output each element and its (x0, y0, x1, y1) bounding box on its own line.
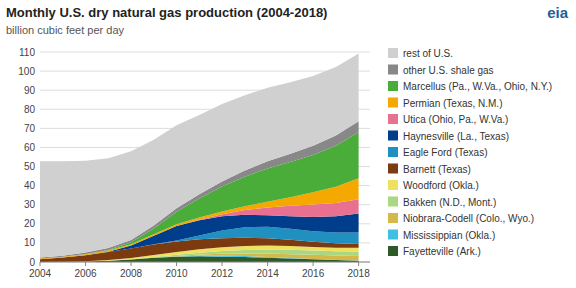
x-tick (313, 262, 314, 266)
legend-entry: rest of U.S. (403, 48, 453, 59)
legend-entry: Woodford (Okla.) (403, 180, 479, 191)
x-tick-label: 2006 (74, 268, 97, 279)
legend-swatch (388, 164, 398, 174)
x-tick-label: 2014 (256, 268, 279, 279)
legend-swatch (388, 197, 398, 207)
legend-entry: Barnett (Texas) (403, 164, 471, 175)
grid-line (40, 71, 370, 72)
legend-swatch (388, 48, 398, 58)
x-tick (176, 262, 177, 266)
x-tick-label: 2016 (302, 268, 325, 279)
legend-swatch (388, 65, 398, 75)
y-tick-label: 30 (24, 199, 36, 210)
areas (40, 54, 359, 262)
legend-entry: Haynesville (La., Texas) (403, 131, 509, 142)
legend-entry: Marcellus (Pa., W.Va., Ohio, N.Y.) (403, 81, 552, 92)
legend-entry: Fayetteville (Ark.) (403, 246, 481, 257)
legend: rest of U.S. other U.S. shale gas Marcellu… (388, 48, 552, 257)
legend-swatch (388, 81, 398, 91)
x-tick-label: 2004 (29, 268, 52, 279)
legend-entry: Mississippian (Okla.) (403, 230, 495, 241)
legend-swatch (388, 131, 398, 141)
legend-entry: Utica (Ohio, Pa., W.Va.) (403, 114, 508, 125)
y-tick-label: 70 (24, 123, 36, 134)
x-tick (40, 262, 41, 266)
y-tick-label: 90 (24, 85, 36, 96)
x-tick (222, 262, 223, 266)
y-tick-label: 20 (24, 218, 36, 229)
grid (40, 52, 370, 262)
x-tick-label: 2010 (165, 268, 188, 279)
legend-swatch (388, 147, 398, 157)
x-tick (85, 262, 86, 266)
x-tick (267, 262, 268, 266)
x-tick-label: 2012 (211, 268, 234, 279)
y-tick-label: 0 (29, 257, 35, 268)
y-tick-label: 10 (24, 237, 36, 248)
area (40, 54, 359, 258)
legend-swatch (388, 213, 398, 223)
x-tick-label: 2018 (347, 268, 370, 279)
legend-swatch (388, 114, 398, 124)
legend-swatch (388, 98, 398, 108)
y-tick-label: 50 (24, 161, 36, 172)
title: Monthly U.S. dry natural gas production … (6, 5, 327, 20)
grid-line (40, 262, 370, 263)
y-tick-label: 110 (19, 47, 35, 58)
grid-line (40, 52, 370, 53)
y-tick-label: 60 (24, 142, 36, 153)
y-tick-label: 80 (24, 104, 36, 115)
annotation: eia (547, 4, 569, 21)
x-axis-line (40, 262, 370, 263)
legend-entry: Permian (Texas, N.M.) (403, 98, 502, 109)
y-tick-label: 40 (24, 180, 36, 191)
subtitle: billion cubic feet per day (6, 24, 125, 36)
x-tick (358, 262, 359, 266)
legend-swatch (388, 230, 398, 240)
y-tick-label: 100 (18, 66, 35, 77)
chart: Monthly U.S. dry natural gas production … (0, 0, 576, 288)
x-tick-label: 2008 (120, 268, 143, 279)
legend-entry: Niobrara-Codell (Colo., Wyo.) (403, 213, 534, 224)
legend-entry: other U.S. shale gas (403, 65, 494, 76)
legend-entry: Bakken (N.D., Mont.) (403, 197, 496, 208)
x-tick (131, 262, 132, 266)
legend-swatch (388, 180, 398, 190)
legend-entry: Eagle Ford (Texas) (403, 147, 487, 158)
legend-swatch (388, 246, 398, 256)
